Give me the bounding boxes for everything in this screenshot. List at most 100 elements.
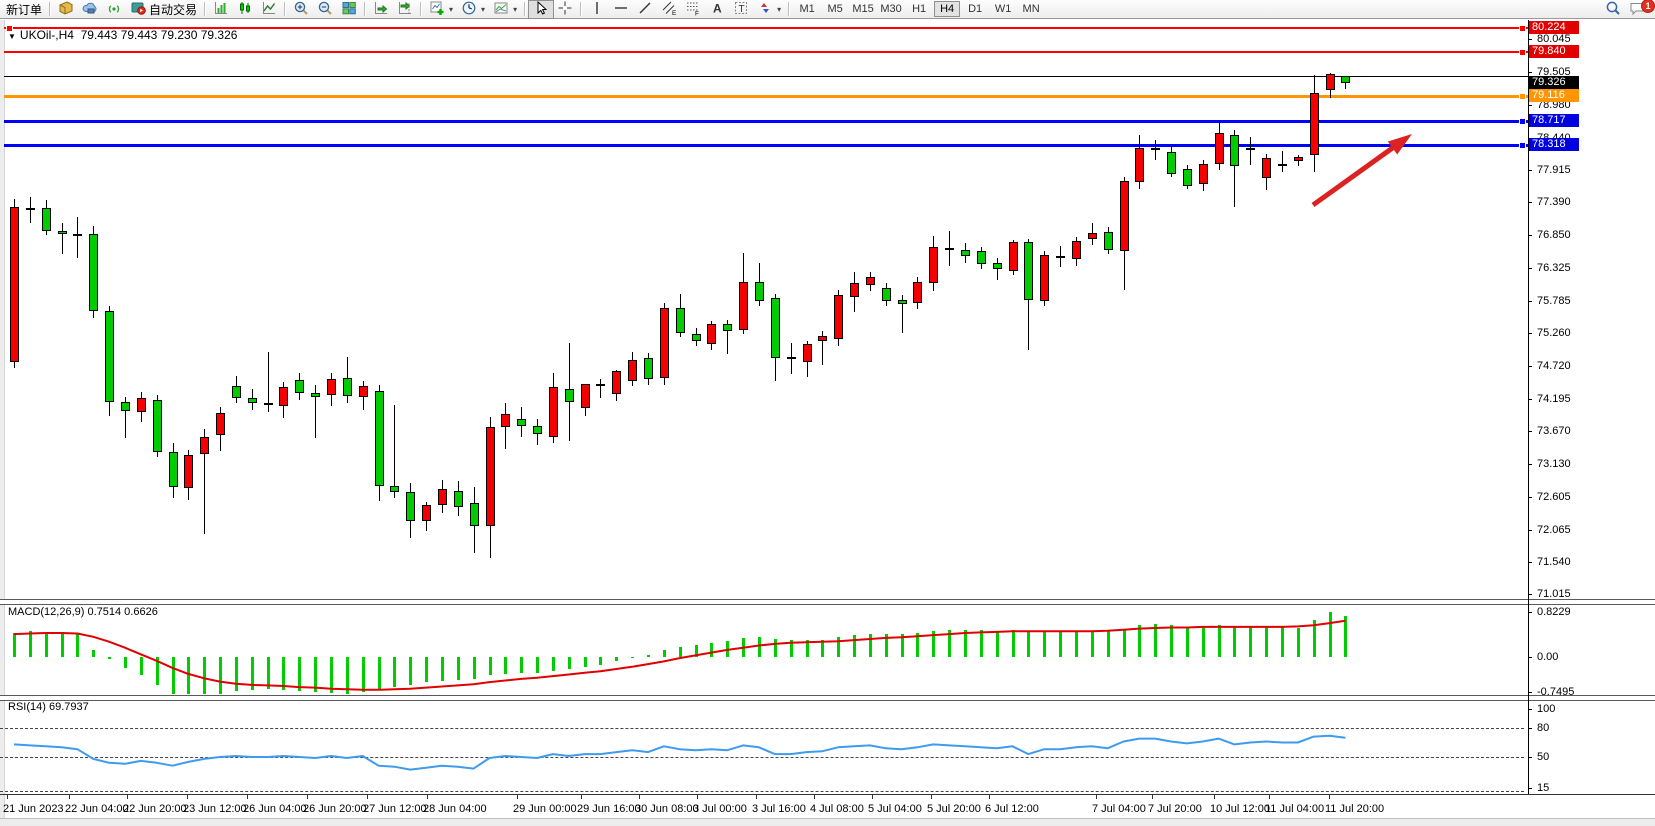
panel-separator[interactable] bbox=[0, 599, 1655, 605]
timeframe-H1-button[interactable]: H1 bbox=[912, 3, 927, 15]
dropdown-caret-icon[interactable]: ▾ bbox=[449, 4, 454, 14]
timeframe-W1-button[interactable]: W1 bbox=[994, 3, 1012, 15]
equidistant-channel-button[interactable]: E bbox=[657, 1, 681, 18]
line-chart-button[interactable] bbox=[257, 1, 281, 18]
macd-histogram-bar bbox=[1313, 620, 1316, 657]
zoom-in-button[interactable] bbox=[289, 1, 313, 18]
time-tick bbox=[247, 795, 248, 799]
time-label: 5 Jul 04:00 bbox=[868, 803, 922, 815]
candle bbox=[438, 489, 447, 505]
dropdown-caret-icon[interactable]: ▾ bbox=[777, 4, 782, 14]
macd-histogram-bar bbox=[330, 657, 333, 693]
signals-icon bbox=[106, 0, 122, 19]
candle bbox=[1072, 241, 1081, 259]
price-axis-border bbox=[1528, 20, 1529, 794]
community-button[interactable] bbox=[78, 1, 102, 18]
line-handle[interactable] bbox=[1519, 118, 1526, 125]
candle bbox=[660, 308, 669, 378]
candle-wick bbox=[268, 352, 269, 412]
autotrading-label: 自动交易 bbox=[149, 2, 198, 17]
horizontal-line-button[interactable] bbox=[609, 1, 633, 18]
candle bbox=[866, 277, 875, 285]
dropdown-caret-icon[interactable]: ▾ bbox=[513, 4, 518, 14]
time-tick bbox=[1329, 795, 1330, 799]
price-tick-label: 80.045 bbox=[1537, 33, 1571, 45]
new-order-button[interactable]: 新订单 bbox=[2, 1, 46, 18]
line-handle[interactable] bbox=[1519, 49, 1526, 56]
timeframe-M5-button[interactable]: M5 bbox=[827, 3, 843, 15]
horizontal-line[interactable] bbox=[4, 51, 1528, 53]
panel-separator[interactable] bbox=[0, 695, 1655, 701]
text-label-icon: T bbox=[733, 0, 749, 19]
time-tick bbox=[69, 795, 70, 799]
macd-tick-label: 0.8229 bbox=[1537, 606, 1571, 618]
macd-histogram-bar bbox=[1091, 631, 1094, 657]
cursor-icon bbox=[533, 0, 549, 19]
tile-windows-button[interactable] bbox=[337, 1, 361, 18]
time-tick bbox=[1269, 795, 1270, 799]
horizontal-line[interactable] bbox=[4, 27, 1528, 29]
indicators-button[interactable]: ▾ bbox=[425, 1, 457, 18]
search-button[interactable] bbox=[1601, 1, 1625, 18]
candle bbox=[1104, 232, 1113, 250]
arrows-button[interactable]: ▾ bbox=[753, 1, 785, 18]
cursor-button[interactable] bbox=[528, 0, 555, 19]
annotation-arrow-shaft[interactable] bbox=[1311, 144, 1396, 208]
chart-shift-button[interactable] bbox=[393, 1, 417, 18]
timeframe-MN-button[interactable]: MN bbox=[1022, 3, 1040, 15]
candle bbox=[375, 391, 384, 486]
line-handle[interactable] bbox=[1519, 93, 1526, 100]
annotation-arrow-head[interactable] bbox=[1387, 134, 1412, 155]
trendline-button[interactable] bbox=[633, 1, 657, 18]
timeframe-M30-button[interactable]: M30 bbox=[880, 3, 902, 15]
candle bbox=[248, 398, 257, 403]
time-label: 29 Jun 16:00 bbox=[577, 803, 641, 815]
horizontal-line-icon bbox=[613, 0, 629, 19]
candlestick-chart-button[interactable] bbox=[233, 1, 257, 18]
signals-button[interactable] bbox=[102, 1, 126, 18]
candle bbox=[1056, 256, 1065, 258]
line-handle[interactable] bbox=[6, 25, 13, 32]
zoom-out-button[interactable] bbox=[313, 1, 337, 18]
history-book-button[interactable] bbox=[54, 0, 78, 18]
macd-histogram-bar bbox=[1233, 627, 1236, 657]
period-clock-button[interactable]: ▾ bbox=[457, 1, 489, 18]
horizontal-line[interactable] bbox=[4, 144, 1528, 147]
timeframe-D1-button[interactable]: D1 bbox=[968, 3, 983, 15]
timeframe-M15-button[interactable]: M15 bbox=[852, 3, 874, 15]
macd-histogram-bar bbox=[1123, 629, 1126, 657]
horizontal-line[interactable] bbox=[4, 76, 1528, 77]
candle bbox=[977, 251, 986, 264]
line-handle[interactable] bbox=[1519, 25, 1526, 32]
templates-button[interactable]: ▾ bbox=[489, 1, 521, 18]
macd-histogram-bar bbox=[1297, 628, 1300, 657]
notifications-button[interactable]: 1 bbox=[1625, 0, 1655, 18]
horizontal-line[interactable] bbox=[4, 120, 1528, 123]
horizontal-line[interactable] bbox=[4, 95, 1528, 98]
bar-chart-button[interactable] bbox=[209, 1, 233, 18]
time-tick bbox=[814, 795, 815, 799]
dropdown-caret-icon[interactable]: ▾ bbox=[481, 4, 486, 14]
fibonacci-button[interactable]: F bbox=[681, 1, 705, 18]
macd-histogram-bar bbox=[172, 657, 175, 694]
candle bbox=[89, 234, 98, 311]
candle bbox=[1040, 255, 1049, 301]
candle bbox=[945, 248, 954, 250]
vertical-line-button[interactable] bbox=[585, 1, 609, 18]
arrows-icon bbox=[757, 0, 773, 19]
chevron-down-icon[interactable]: ▼ bbox=[8, 32, 16, 41]
line-handle[interactable] bbox=[1519, 142, 1526, 149]
timeframe-H4-button[interactable]: H4 bbox=[934, 1, 961, 17]
price-tick bbox=[1528, 333, 1532, 334]
candle bbox=[565, 389, 574, 402]
text-button[interactable]: A bbox=[705, 1, 729, 18]
autotrading-button[interactable]: 自动交易 bbox=[126, 1, 201, 18]
crosshair-button[interactable] bbox=[553, 1, 577, 18]
price-tick-label: 77.390 bbox=[1537, 196, 1571, 208]
price-tick bbox=[1528, 72, 1532, 73]
rsi-tick-label: 50 bbox=[1537, 751, 1550, 763]
timeframe-M1-button[interactable]: M1 bbox=[799, 3, 815, 15]
macd-histogram-bar bbox=[156, 657, 159, 685]
text-label-button[interactable]: T bbox=[729, 1, 753, 18]
auto-scroll-button[interactable] bbox=[369, 1, 393, 18]
